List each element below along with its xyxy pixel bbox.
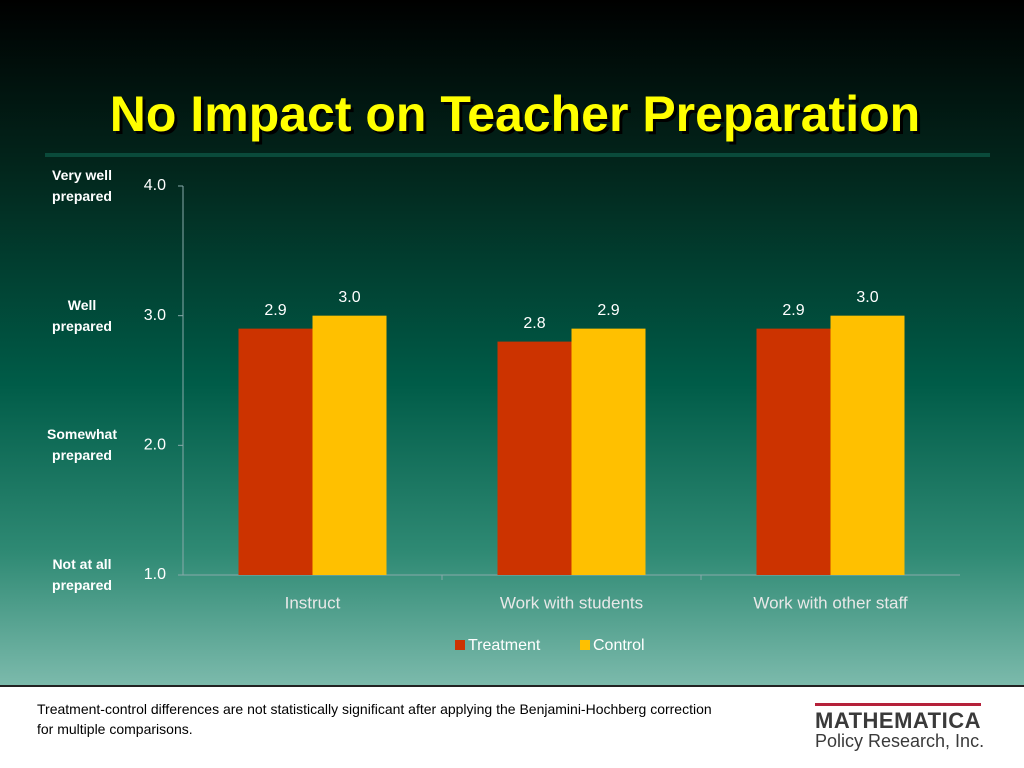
title-shadow: No Impact on Teacher Preparation: [113, 89, 923, 145]
scale-label: Well prepared: [52, 296, 112, 334]
x-tick-label: Instruct: [285, 593, 341, 612]
x-tick-label: Work with other staff: [753, 593, 908, 612]
value-label: 3.0: [338, 289, 360, 306]
y-tick-label: 3.0: [144, 307, 166, 324]
value-label: 2.8: [523, 315, 545, 332]
legend-swatch: [455, 640, 465, 650]
bar: [312, 315, 387, 575]
legend-label: Control: [593, 637, 645, 654]
x-tick-label: Work with students: [500, 593, 643, 612]
footer: Treatment-control differences are not st…: [0, 685, 1024, 768]
bar: [830, 315, 905, 575]
bar: [497, 341, 572, 575]
logo-tagline: Policy Research, Inc.: [815, 731, 985, 751]
legend-swatch: [580, 640, 590, 650]
value-label: 2.9: [264, 302, 286, 319]
y-tick-label: 2.0: [144, 437, 166, 454]
chart-title: No Impact on Teacher Preparation: [110, 86, 920, 142]
logo-name: MATHEMATICA: [815, 703, 981, 734]
y-tick-label: 4.0: [144, 177, 166, 194]
value-label: 2.9: [782, 302, 804, 319]
bar: [571, 328, 646, 575]
value-label: 2.9: [597, 302, 619, 319]
y-tick-label: 1.0: [144, 566, 166, 583]
value-label: 3.0: [856, 289, 878, 306]
legend-label: Treatment: [468, 637, 541, 654]
footnote: Treatment-control differences are not st…: [37, 701, 712, 737]
scale-label: Not at all prepared: [52, 556, 112, 593]
scale-label: Somewhat prepared: [46, 426, 117, 464]
chart: No Impact on Teacher Preparation No Impa…: [45, 86, 990, 654]
bar: [756, 328, 831, 575]
scale-label: Very well prepared: [52, 167, 112, 204]
bar: [238, 328, 313, 575]
